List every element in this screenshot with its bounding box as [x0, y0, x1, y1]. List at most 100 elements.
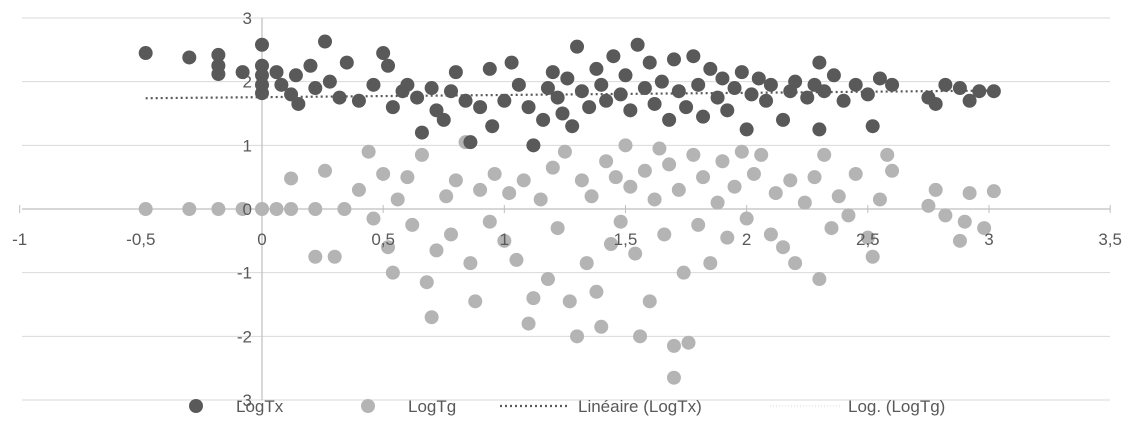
- point-logtx: [727, 81, 742, 96]
- point-logtx: [574, 84, 589, 99]
- point-logtg: [463, 256, 478, 271]
- legend-label: LogTx: [236, 397, 284, 416]
- point-logtx: [788, 74, 803, 89]
- point-logtg: [962, 186, 977, 201]
- point-logtg: [497, 233, 512, 248]
- x-tick-label: 0: [257, 230, 266, 249]
- point-logtg: [880, 147, 895, 162]
- point-logtx: [318, 34, 333, 49]
- point-logtg: [681, 335, 696, 350]
- point-logtx: [291, 96, 306, 111]
- point-logtg: [676, 265, 691, 280]
- point-logtx: [458, 93, 473, 108]
- point-logtx: [618, 68, 633, 83]
- point-logtx: [436, 112, 451, 127]
- point-logtx: [703, 61, 718, 76]
- y-tick-label: -1: [237, 264, 252, 283]
- point-logtx: [691, 77, 706, 92]
- point-logtg: [351, 182, 366, 197]
- point-logtg: [746, 166, 761, 181]
- point-logtx: [429, 103, 444, 118]
- point-logtx: [986, 84, 1001, 99]
- point-logtx: [952, 81, 967, 96]
- point-logtg: [662, 157, 677, 172]
- point-logtx: [734, 65, 749, 80]
- point-logtx: [485, 119, 500, 134]
- point-logtg: [637, 163, 652, 178]
- point-logtg: [686, 147, 701, 162]
- point-logtx: [376, 46, 391, 61]
- point-logtg: [715, 154, 730, 169]
- point-logtx: [463, 135, 478, 150]
- data-points: [138, 34, 1001, 385]
- point-logtx: [560, 71, 575, 86]
- point-logtx: [444, 84, 459, 99]
- point-logtg: [468, 294, 483, 309]
- point-logtx: [642, 55, 657, 70]
- point-logtx: [812, 122, 827, 137]
- point-logtx: [570, 39, 585, 54]
- point-logtx: [715, 71, 730, 86]
- point-logtx: [322, 74, 337, 89]
- point-logtg: [545, 160, 560, 175]
- point-logtg: [977, 221, 992, 236]
- point-logtg: [841, 208, 856, 223]
- point-logtx: [269, 65, 284, 80]
- point-logtx: [545, 65, 560, 80]
- point-logtg: [613, 214, 628, 229]
- point-logtx: [211, 47, 226, 62]
- point-logtx: [589, 61, 604, 76]
- point-logtg: [376, 166, 391, 181]
- point-logtg: [783, 173, 798, 188]
- point-logtx: [872, 71, 887, 86]
- point-logtg: [807, 170, 822, 185]
- point-logtx: [962, 93, 977, 108]
- point-logtx: [860, 87, 875, 102]
- x-tick-label: 0,5: [371, 230, 395, 249]
- point-logtx: [582, 100, 597, 115]
- point-logtg: [628, 246, 643, 261]
- point-logtg: [473, 182, 488, 197]
- point-logtx: [696, 109, 711, 124]
- legend-label: Linéaire (LogTx): [578, 397, 702, 416]
- point-logtx: [274, 77, 289, 92]
- point-logtx: [647, 96, 662, 111]
- point-logtx: [504, 55, 519, 70]
- point-logtx: [865, 119, 880, 134]
- point-logtg: [516, 173, 531, 188]
- point-logtx: [255, 37, 269, 52]
- point-logtx: [763, 77, 778, 92]
- point-logtg: [885, 163, 900, 178]
- point-logtg: [691, 217, 706, 232]
- point-logtg: [308, 249, 323, 264]
- point-logtx: [410, 90, 425, 105]
- point-logtg: [381, 240, 396, 255]
- point-logtg: [633, 329, 648, 344]
- point-logtx: [928, 96, 943, 111]
- point-logtx: [332, 90, 347, 105]
- point-logtg: [211, 202, 226, 216]
- point-logtg: [429, 243, 444, 258]
- point-logtx: [482, 61, 497, 76]
- point-logtx: [550, 90, 565, 105]
- point-logtg: [502, 186, 517, 201]
- point-logtg: [647, 192, 662, 207]
- point-logtg: [831, 189, 846, 204]
- x-tick-label: 2: [742, 230, 751, 249]
- point-logtg: [657, 227, 672, 242]
- point-logtx: [288, 68, 303, 83]
- point-logtg: [739, 211, 754, 226]
- point-logtx: [671, 84, 686, 99]
- legend-marker: [361, 399, 375, 413]
- point-logtg: [574, 173, 589, 188]
- point-logtg: [642, 294, 657, 309]
- point-logtg: [361, 144, 376, 159]
- point-logtg: [812, 272, 827, 287]
- point-logtx: [739, 122, 754, 137]
- point-logtg: [727, 179, 742, 194]
- point-logtx: [284, 87, 299, 102]
- point-logtg: [928, 182, 943, 197]
- point-logtx: [885, 77, 900, 92]
- point-logtx: [759, 93, 774, 108]
